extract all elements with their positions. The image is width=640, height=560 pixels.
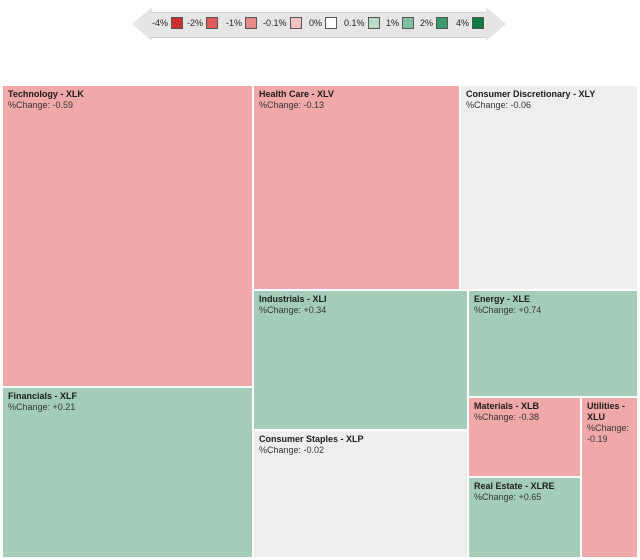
treemap-tile[interactable]: Consumer Staples - XLP %Change: -0.02 bbox=[253, 430, 468, 558]
tile-change-label: %Change: bbox=[8, 100, 51, 110]
tile-change-value: -0.19 bbox=[587, 434, 608, 444]
legend-label: 2% bbox=[420, 18, 434, 28]
tile-sector-name: Materials - XLB bbox=[474, 401, 540, 411]
legend-swatch bbox=[472, 17, 485, 29]
treemap-tile[interactable]: Technology - XLK %Change: -0.59 bbox=[2, 85, 253, 387]
tile-sector-name: Industrials - XLI bbox=[259, 294, 327, 304]
tile-change-label: %Change: bbox=[474, 492, 517, 502]
tile-change-label: %Change: bbox=[474, 305, 517, 315]
legend-label: -1% bbox=[226, 18, 243, 28]
tile-percent-change: %Change: -0.13 bbox=[259, 100, 454, 111]
tile-change-label: %Change: bbox=[474, 412, 517, 422]
legend-label: 4% bbox=[456, 18, 470, 28]
tile-change-value: -0.06 bbox=[508, 100, 532, 110]
tile-percent-change: %Change: +0.34 bbox=[259, 305, 462, 316]
tile-percent-change: %Change: -0.38 bbox=[474, 412, 575, 423]
legend-label: 0% bbox=[309, 18, 323, 28]
treemap-tile[interactable]: Utilities - XLU %Change: -0.19 bbox=[581, 397, 638, 558]
treemap-tile[interactable]: Financials - XLF %Change: +0.21 bbox=[2, 387, 253, 558]
tile-change-label: %Change: bbox=[8, 402, 51, 412]
treemap-tile[interactable]: Industrials - XLI %Change: +0.34 bbox=[253, 290, 468, 430]
tile-sector-name: Financials - XLF bbox=[8, 391, 78, 401]
tile-change-label: %Change: bbox=[587, 423, 630, 433]
legend-item: 1% bbox=[386, 15, 415, 31]
treemap-tile[interactable]: Real Estate - XLRE %Change: +0.65 bbox=[468, 477, 581, 558]
tile-sector-name: Utilities - XLU bbox=[587, 401, 626, 422]
tile-sector-name: Consumer Discretionary - XLY bbox=[466, 89, 596, 99]
tile-percent-change: %Change: +0.21 bbox=[8, 402, 247, 413]
legend-swatch bbox=[325, 17, 338, 29]
tile-percent-change: %Change: -0.59 bbox=[8, 100, 247, 111]
legend-label: -4% bbox=[152, 18, 169, 28]
tile-change-label: %Change: bbox=[466, 100, 509, 110]
tile-sector-name: Real Estate - XLRE bbox=[474, 481, 555, 491]
tile-percent-change: %Change: -0.19 bbox=[587, 423, 632, 445]
tile-change-value: -0.38 bbox=[516, 412, 540, 422]
legend-swatch bbox=[402, 17, 415, 29]
legend-swatch bbox=[289, 17, 302, 29]
legend-item: 0% bbox=[309, 15, 338, 31]
legend-item: 0.1% bbox=[344, 15, 380, 31]
legend-label: 1% bbox=[386, 18, 400, 28]
legend-item: 2% bbox=[420, 15, 449, 31]
legend-item: -0.1% bbox=[263, 15, 302, 31]
tile-change-label: %Change: bbox=[259, 445, 302, 455]
legend-right-arrow bbox=[486, 7, 506, 41]
treemap-tile[interactable]: Energy - XLE %Change: +0.74 bbox=[468, 290, 638, 397]
tile-sector-name: Technology - XLK bbox=[8, 89, 84, 99]
tile-change-value: +0.34 bbox=[301, 305, 327, 315]
legend-label: -2% bbox=[187, 18, 204, 28]
legend-label: -0.1% bbox=[263, 18, 287, 28]
treemap-tile[interactable]: Consumer Discretionary - XLY %Change: -0.… bbox=[460, 85, 638, 290]
legend-swatch bbox=[367, 17, 380, 29]
legend-swatch bbox=[245, 17, 258, 29]
legend-swatch bbox=[436, 17, 449, 29]
legend-left-arrow bbox=[132, 7, 152, 41]
tile-change-value: +0.21 bbox=[50, 402, 76, 412]
color-legend: -4% -2% -1% -0.1% 0% 0.1% 1% 2% 4% bbox=[0, 0, 640, 48]
legend-item: -2% bbox=[187, 15, 219, 31]
tile-change-value: -0.13 bbox=[301, 100, 325, 110]
tile-change-label: %Change: bbox=[259, 100, 302, 110]
tile-change-value: +0.74 bbox=[516, 305, 542, 315]
legend-swatch bbox=[171, 17, 184, 29]
tile-change-label: %Change: bbox=[259, 305, 302, 315]
tile-change-value: -0.59 bbox=[50, 100, 74, 110]
tile-percent-change: %Change: +0.74 bbox=[474, 305, 632, 316]
tile-percent-change: %Change: -0.06 bbox=[466, 100, 632, 111]
legend-item: -4% bbox=[152, 15, 184, 31]
legend-item: -1% bbox=[226, 15, 258, 31]
tile-sector-name: Energy - XLE bbox=[474, 294, 531, 304]
tile-sector-name: Consumer Staples - XLP bbox=[259, 434, 364, 444]
treemap-tile[interactable]: Health Care - XLV %Change: -0.13 bbox=[253, 85, 460, 290]
legend-label: 0.1% bbox=[344, 18, 365, 28]
tile-percent-change: %Change: -0.02 bbox=[259, 445, 462, 456]
legend-swatch bbox=[206, 17, 219, 29]
treemap-tile[interactable]: Materials - XLB %Change: -0.38 bbox=[468, 397, 581, 477]
tile-change-value: -0.02 bbox=[301, 445, 325, 455]
tile-sector-name: Health Care - XLV bbox=[259, 89, 334, 99]
tile-change-value: +0.65 bbox=[516, 492, 542, 502]
tile-percent-change: %Change: +0.65 bbox=[474, 492, 575, 503]
legend-item: 4% bbox=[456, 15, 485, 31]
